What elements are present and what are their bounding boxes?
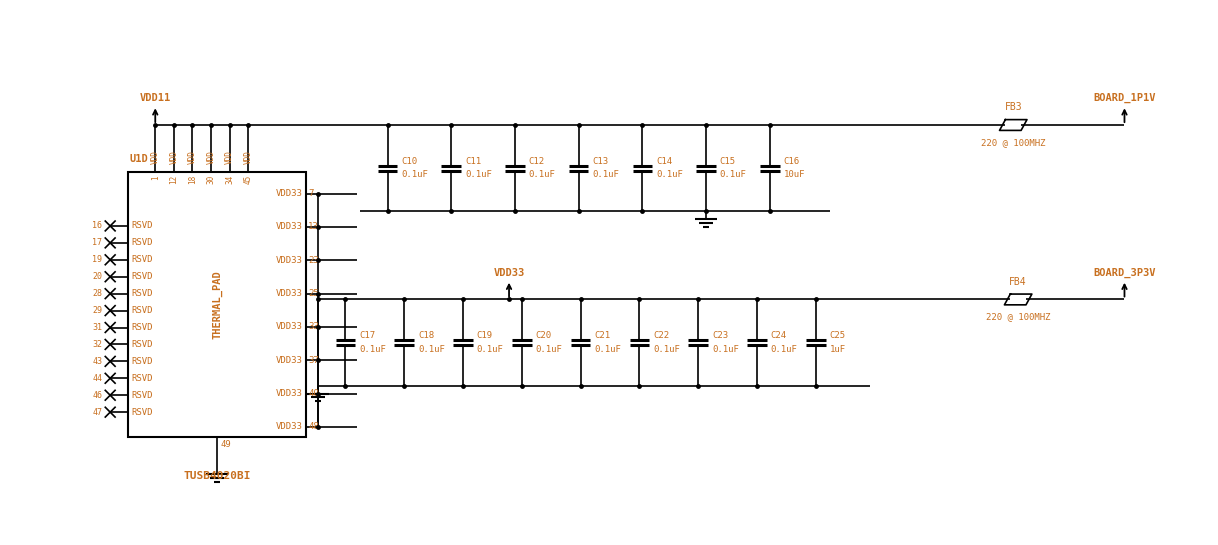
Text: VDD11: VDD11: [140, 93, 171, 104]
Text: C11: C11: [465, 157, 481, 166]
Text: 30: 30: [207, 175, 216, 184]
Text: C10: C10: [401, 157, 418, 166]
Text: C20: C20: [536, 331, 552, 340]
Text: RSVD: RSVD: [132, 374, 153, 383]
Text: C14: C14: [657, 157, 672, 166]
Text: 16: 16: [93, 221, 102, 231]
Text: C22: C22: [653, 331, 669, 340]
Text: TUSB4020BI: TUSB4020BI: [183, 471, 251, 481]
Text: 0.1uF: 0.1uF: [359, 345, 386, 354]
Text: 0.1uF: 0.1uF: [657, 171, 683, 179]
Text: C21: C21: [594, 331, 610, 340]
Text: BOARD_3P3V: BOARD_3P3V: [1094, 268, 1156, 278]
Text: 34: 34: [225, 175, 234, 184]
Text: 32: 32: [93, 340, 102, 349]
Text: VDD: VDD: [151, 150, 160, 164]
Text: 0.1uF: 0.1uF: [594, 345, 621, 354]
Text: 28: 28: [93, 289, 102, 298]
Text: 45: 45: [244, 175, 253, 184]
Text: 0.1uF: 0.1uF: [771, 345, 798, 354]
Text: 23: 23: [308, 256, 319, 265]
Text: VDD33: VDD33: [275, 289, 302, 298]
Text: RSVD: RSVD: [132, 357, 153, 366]
Text: BOARD_1P1V: BOARD_1P1V: [1094, 93, 1156, 104]
Text: VDD: VDD: [207, 150, 216, 164]
Text: 0.1uF: 0.1uF: [592, 171, 619, 179]
Text: VDD: VDD: [225, 150, 234, 164]
Text: 12: 12: [169, 175, 178, 184]
Text: RSVD: RSVD: [132, 272, 153, 281]
Text: C17: C17: [359, 331, 375, 340]
Text: 20: 20: [93, 272, 102, 281]
Text: 31: 31: [93, 323, 102, 332]
Text: U1D: U1D: [130, 154, 149, 164]
Text: 49: 49: [220, 440, 231, 449]
Text: 0.1uF: 0.1uF: [401, 171, 428, 179]
Text: VDD33: VDD33: [275, 323, 302, 331]
Text: RSVD: RSVD: [132, 340, 153, 349]
Text: C24: C24: [771, 331, 787, 340]
Text: 13: 13: [308, 222, 319, 232]
Text: 40: 40: [308, 389, 319, 398]
Text: RSVD: RSVD: [132, 221, 153, 231]
Text: RSVD: RSVD: [132, 408, 153, 416]
Text: 25: 25: [308, 289, 319, 298]
Text: 0.1uF: 0.1uF: [465, 171, 492, 179]
Text: C25: C25: [829, 331, 845, 340]
Text: 33: 33: [308, 323, 319, 331]
Text: 0.1uF: 0.1uF: [720, 171, 747, 179]
Text: VDD33: VDD33: [275, 389, 302, 398]
Text: 44: 44: [93, 374, 102, 383]
Text: VDD: VDD: [169, 150, 178, 164]
Text: VDD33: VDD33: [275, 256, 302, 265]
Text: 48: 48: [308, 422, 319, 431]
Text: 1: 1: [151, 175, 160, 180]
Bar: [128, 172, 306, 437]
Text: RSVD: RSVD: [132, 306, 153, 315]
Text: C13: C13: [592, 157, 609, 166]
Text: 220 @ 100MHZ: 220 @ 100MHZ: [980, 138, 1045, 147]
Text: VDD33: VDD33: [275, 189, 302, 198]
Text: 37: 37: [308, 356, 319, 365]
Text: 0.1uF: 0.1uF: [536, 345, 563, 354]
Text: 220 @ 100MHZ: 220 @ 100MHZ: [985, 312, 1050, 321]
Text: VDD33: VDD33: [493, 268, 525, 278]
Text: RSVD: RSVD: [132, 238, 153, 247]
Text: 47: 47: [93, 408, 102, 416]
Text: 29: 29: [93, 306, 102, 315]
Text: RSVD: RSVD: [132, 391, 153, 399]
Text: C12: C12: [529, 157, 544, 166]
Text: C18: C18: [418, 331, 434, 340]
Text: THERMAL_PAD: THERMAL_PAD: [212, 270, 222, 339]
Text: 10uF: 10uF: [783, 171, 805, 179]
Text: C23: C23: [711, 331, 728, 340]
Text: 7: 7: [308, 189, 313, 198]
Text: C16: C16: [783, 157, 799, 166]
Text: 46: 46: [93, 391, 102, 399]
Text: 0.1uF: 0.1uF: [476, 345, 503, 354]
Text: RSVD: RSVD: [132, 289, 153, 298]
Text: 17: 17: [93, 238, 102, 247]
Text: FB4: FB4: [1010, 277, 1027, 287]
Text: 1uF: 1uF: [829, 345, 845, 354]
Text: VDD33: VDD33: [275, 356, 302, 365]
Text: 0.1uF: 0.1uF: [711, 345, 739, 354]
Text: VDD33: VDD33: [275, 222, 302, 232]
Text: VDD: VDD: [188, 150, 197, 164]
Text: 18: 18: [188, 175, 197, 184]
Text: VDD: VDD: [244, 150, 253, 164]
Text: 0.1uF: 0.1uF: [529, 171, 555, 179]
Text: 43: 43: [93, 357, 102, 366]
Text: RSVD: RSVD: [132, 323, 153, 332]
Text: C19: C19: [476, 331, 493, 340]
Text: VDD33: VDD33: [275, 422, 302, 431]
Text: RSVD: RSVD: [132, 255, 153, 264]
Text: FB3: FB3: [1005, 102, 1022, 112]
Text: C15: C15: [720, 157, 736, 166]
Text: 0.1uF: 0.1uF: [418, 345, 445, 354]
Text: 0.1uF: 0.1uF: [653, 345, 680, 354]
Text: 19: 19: [93, 255, 102, 264]
